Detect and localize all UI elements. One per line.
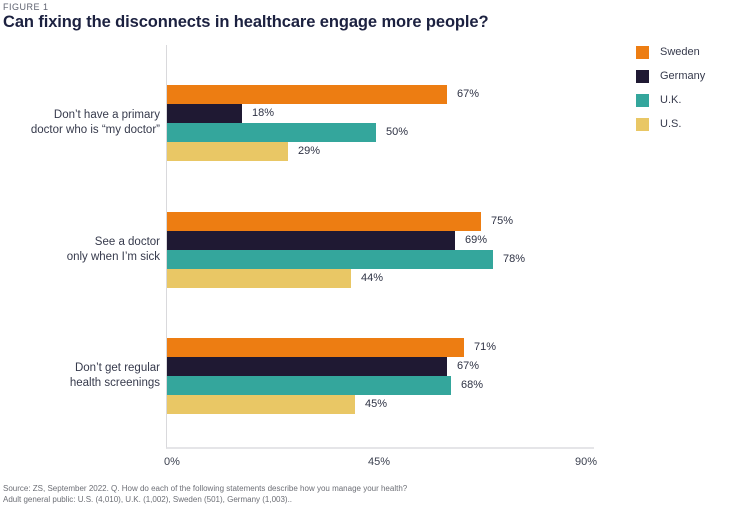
legend: Sweden Germany U.K. U.S. [636,46,705,142]
x-axis-tick: 45% [367,456,391,468]
legend-swatch-sweden [636,46,649,59]
bar-germany [167,357,447,376]
bar-value-label: 44% [361,272,384,284]
source-note: Source: ZS, September 2022. Q. How do ea… [3,483,407,505]
bar-row-u-k: 68% [167,376,594,395]
legend-swatch-germany [636,70,649,83]
bar-u-k [167,376,451,395]
x-axis-tick: 90% [574,456,598,468]
bar-value-label: 75% [491,215,514,227]
legend-swatch-u-s [636,118,649,131]
category-label-2: See a doctor only when I’m sick [66,236,160,263]
bar-value-label: 68% [461,379,484,391]
bar-value-label: 29% [298,145,321,157]
bar-value-label: 50% [386,126,409,138]
legend-label: Germany [660,70,706,82]
bar-sweden [167,338,464,357]
bar-group-1: 67% 18% 50% 29% [167,85,594,161]
bar-value-label: 67% [457,360,480,372]
bar-row-u-k: 78% [167,250,594,269]
bar-row-germany: 18% [167,104,594,123]
x-axis-tick: 0% [164,456,180,468]
bar-germany [167,231,455,250]
legend-label: Sweden [660,46,700,58]
bar-row-u-s: 45% [167,395,594,414]
bar-u-s [167,395,355,414]
legend-item-u-k: U.K. [636,94,705,107]
bar-value-label: 78% [503,253,526,265]
bar-value-label: 45% [365,398,388,410]
legend-label: U.S. [660,118,682,130]
figure-label: FIGURE 1 [3,2,49,12]
bar-value-label: 18% [252,107,275,119]
bar-row-u-s: 29% [167,142,594,161]
bar-row-sweden: 67% [167,85,594,104]
category-label-1: Don’t have a primary doctor who is “my d… [30,109,160,136]
bar-value-label: 71% [474,341,497,353]
legend-label: U.K. [660,94,682,106]
bar-u-s [167,269,351,288]
legend-item-u-s: U.S. [636,118,705,131]
bar-germany [167,104,242,123]
legend-item-sweden: Sweden [636,46,705,59]
chart-title: Can fixing the disconnects in healthcare… [3,13,489,31]
source-line-2: Adult general public: U.S. (4,010), U.K.… [3,495,293,504]
category-label-3: Don’t get regular health screenings [69,362,160,389]
bar-row-u-s: 44% [167,269,594,288]
bar-row-sweden: 71% [167,338,594,357]
bar-group-2: 75% 69% 78% 44% [167,212,594,288]
bar-row-sweden: 75% [167,212,594,231]
bar-value-label: 69% [465,234,488,246]
legend-item-germany: Germany [636,70,705,83]
bar-row-u-k: 50% [167,123,594,142]
source-line-1: Source: ZS, September 2022. Q. How do ea… [3,484,408,493]
bar-group-3: 71% 67% 68% 45% [167,338,594,414]
bar-row-germany: 69% [167,231,594,250]
bar-u-s [167,142,288,161]
legend-swatch-u-k [636,94,649,107]
bar-u-k [167,250,493,269]
bar-u-k [167,123,376,142]
bar-sweden [167,85,447,104]
bar-value-label: 67% [457,88,480,100]
plot-area: 67% 18% 50% 29% 75% 69% 78% 44% 71% 67% 68% 45% [166,45,594,449]
bar-row-germany: 67% [167,357,594,376]
bar-sweden [167,212,481,231]
